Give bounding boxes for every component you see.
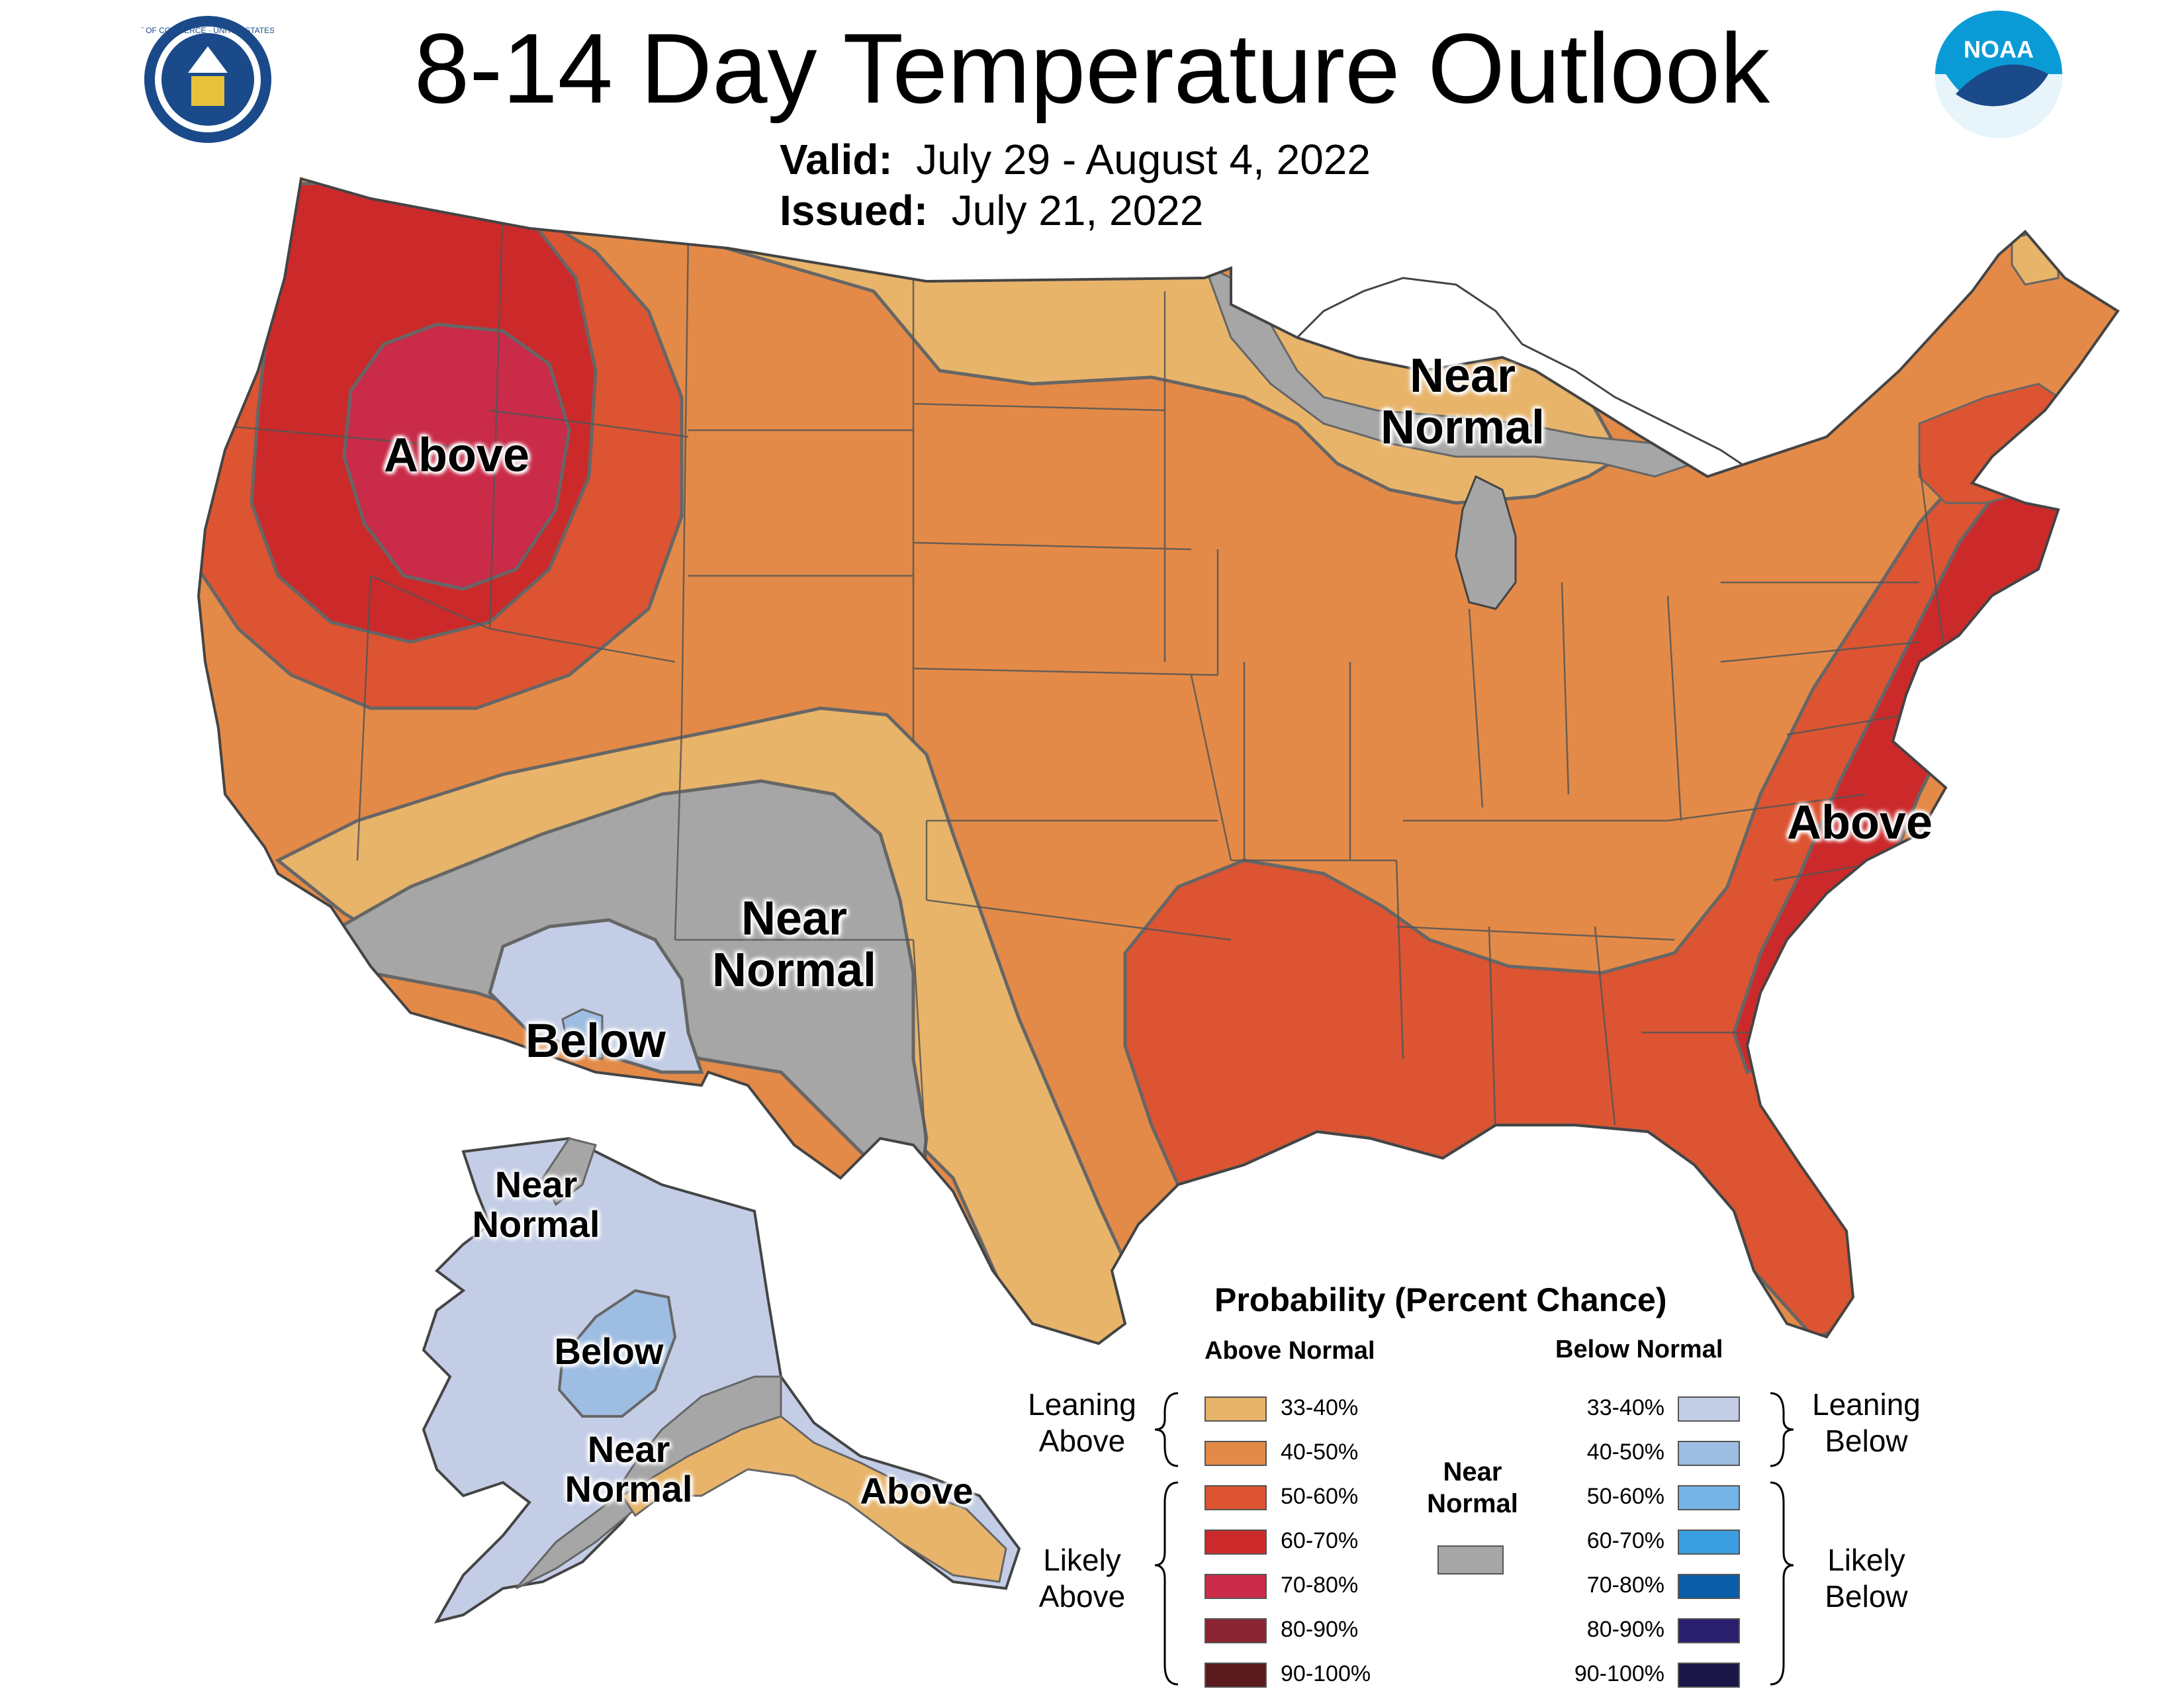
issued-value: July 21, 2022 (951, 187, 1204, 234)
label-northwest-above: Above (383, 429, 530, 482)
region-below-arizona-inner (561, 1008, 604, 1060)
legend-above-label: 70-80% (1281, 1573, 1359, 1598)
label-southwest-below: Below (525, 1015, 666, 1068)
legend-likely-above: Likely Above (1038, 1543, 1126, 1614)
legend-below-label: 90-100% (1574, 1661, 1664, 1686)
legend-above-label: 40-50% (1281, 1440, 1359, 1465)
legend-above-swatch (1205, 1663, 1267, 1688)
legend-near-normal-swatch (1437, 1545, 1504, 1575)
state-boundaries (199, 198, 1947, 1165)
legend-above-swatch (1205, 1574, 1267, 1599)
legend-below-swatch (1678, 1663, 1740, 1688)
legend-above-swatch (1205, 1530, 1267, 1555)
region-70-80-northwest (342, 322, 571, 591)
legend-above-swatch (1205, 1618, 1267, 1643)
label-alaska-south-near-normal: Near Normal (565, 1428, 693, 1510)
noaa-logo-icon: NOAA (1935, 11, 2062, 138)
region-33-40-maine (2011, 230, 2060, 286)
valid-label: Valid: (780, 136, 893, 183)
valid-value: July 29 - August 4, 2022 (916, 136, 1371, 183)
issued-label: Issued: (780, 187, 929, 234)
legend-below-swatch (1678, 1485, 1740, 1510)
legend-below-label: 40-50% (1586, 1440, 1664, 1465)
alaska-above (620, 1415, 1007, 1583)
legend-leaning-below: Leaning Below (1812, 1387, 1921, 1459)
issued-date: Issued: July 21, 2022 (780, 187, 1203, 234)
legend-above-swatch (1205, 1396, 1267, 1422)
legend-below-swatch (1678, 1396, 1740, 1422)
alaska-outlook-regions (422, 1136, 1021, 1624)
legend-likely-below: Likely Below (1825, 1543, 1908, 1614)
label-alaska-above: Above (860, 1470, 974, 1512)
legend-below-label: 33-40% (1586, 1395, 1664, 1420)
legend-braces-above (1154, 1392, 1179, 1686)
legend-below-swatch (1678, 1441, 1740, 1466)
label-southwest-near-normal: Near Normal (711, 892, 877, 997)
region-near-normal-lake-michigan (1455, 475, 1517, 610)
valid-dates: Valid: July 29 - August 4, 2022 (780, 136, 1371, 183)
legend-below-label: 80-90% (1586, 1617, 1664, 1642)
legend-below-label: 70-80% (1586, 1573, 1664, 1598)
svg-text:DEPARTMENT OF COMMERCE · UNITE: DEPARTMENT OF COMMERCE · UNITED STATES O… (142, 26, 274, 35)
legend-above-label: 60-70% (1281, 1528, 1359, 1553)
legend-above-label: 90-100% (1281, 1661, 1371, 1686)
legend-below-label: 60-70% (1586, 1528, 1664, 1553)
department-of-commerce-seal-icon: DEPARTMENT OF COMMERCE · UNITED STATES O… (142, 16, 274, 143)
label-great-lakes-near-normal: Near Normal (1380, 349, 1545, 454)
legend-below-swatch (1678, 1574, 1740, 1599)
legend-below-header: Below Normal (1555, 1336, 1723, 1363)
legend-below-swatch (1678, 1530, 1740, 1555)
label-alaska-nw-near-normal: Near Normal (472, 1164, 600, 1246)
region-below-arizona (488, 918, 704, 1074)
label-alaska-below: Below (554, 1330, 664, 1372)
label-east-coast-above: Above (1786, 796, 1933, 849)
legend-above-label: 80-90% (1281, 1617, 1359, 1642)
alaska-near-north (541, 1137, 597, 1207)
legend-below-label: 50-60% (1586, 1484, 1664, 1509)
legend-near-normal: Near Normal (1427, 1457, 1518, 1518)
legend-braces-below (1770, 1392, 1794, 1686)
legend-above-swatch (1205, 1441, 1267, 1466)
legend-above-header: Above Normal (1205, 1337, 1375, 1365)
legend-below-swatch (1678, 1618, 1740, 1643)
svg-text:NOAA: NOAA (1964, 36, 2034, 63)
legend-above-label: 33-40% (1281, 1395, 1359, 1420)
alaska-below-core (557, 1289, 677, 1418)
legend-title: Probability (Percent Chance) (1214, 1281, 1667, 1318)
legend-above-swatch (1205, 1485, 1267, 1510)
legend-leaning-above: Leaning Above (1028, 1387, 1136, 1459)
page-title: 8-14 Day Temperature Outlook (414, 13, 1770, 124)
legend-above-label: 50-60% (1281, 1484, 1359, 1509)
